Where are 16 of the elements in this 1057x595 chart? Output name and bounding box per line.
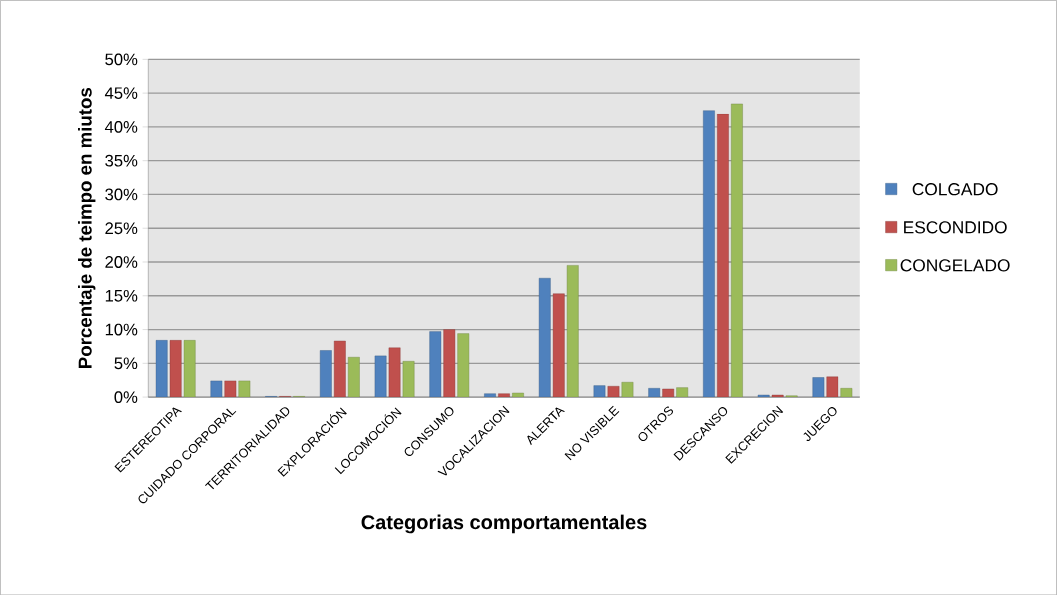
- legend-label: COLGADO: [912, 182, 998, 196]
- y-tick-label: 50%: [105, 53, 138, 66]
- y-tick-label: 0%: [114, 391, 138, 403]
- y-tick-label: 40%: [104, 120, 138, 133]
- y-tick-label: 35%: [105, 154, 138, 167]
- legend-label: ESCONDIDO: [904, 221, 1007, 234]
- y-axis-title: Porcentaje de teimpo en miutos: [78, 87, 96, 368]
- legend-label: CONGELADO: [900, 259, 1010, 272]
- y-tick-label: 20%: [105, 255, 138, 268]
- y-tick-label: 25%: [105, 222, 138, 234]
- y-tick-label: 30%: [105, 188, 138, 201]
- y-tick-label: 15%: [105, 289, 138, 302]
- y-tick-label: 10%: [105, 323, 138, 336]
- x-axis-title: Categorias comportamentales: [361, 514, 647, 534]
- y-tick-label: 5%: [114, 357, 138, 370]
- y-tick-label: 45%: [104, 87, 138, 99]
